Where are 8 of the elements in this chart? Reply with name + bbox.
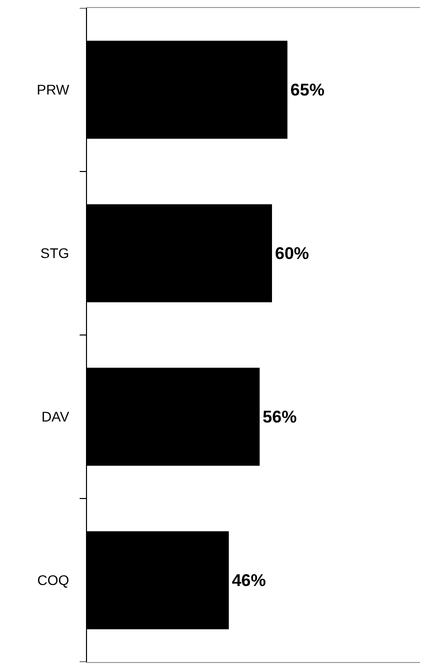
data-label: 46%: [232, 570, 266, 590]
data-label: 65%: [290, 80, 324, 100]
y-tick-label: STG: [40, 245, 70, 262]
data-label: 56%: [262, 407, 297, 426]
data-label: 60%: [275, 244, 310, 263]
y-tick-label: PRW: [36, 82, 70, 98]
y-tick-label: DAV: [41, 408, 70, 425]
y-tick-label: COQ: [37, 572, 70, 588]
